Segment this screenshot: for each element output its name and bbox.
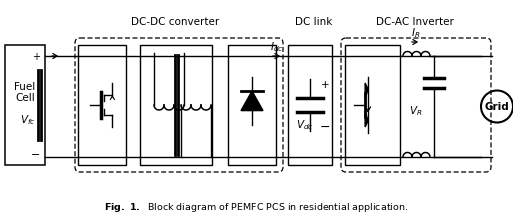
FancyBboxPatch shape (5, 45, 45, 165)
Text: $\mathbf{Fig.\ 1.}$  Block diagram of PEMFC PCS in residential application.: $\mathbf{Fig.\ 1.}$ Block diagram of PEM… (104, 200, 409, 214)
Text: +: + (321, 80, 329, 90)
Text: Cell: Cell (15, 93, 35, 103)
Text: DC-AC Inverter: DC-AC Inverter (376, 17, 454, 27)
Text: +: + (32, 52, 40, 62)
Polygon shape (365, 111, 368, 127)
Text: −: − (31, 150, 41, 160)
Polygon shape (365, 83, 368, 99)
Text: $I_{dc}$: $I_{dc}$ (270, 40, 284, 54)
Circle shape (481, 91, 513, 123)
Text: $V_R$: $V_R$ (409, 105, 423, 118)
Text: $I_R$: $I_R$ (411, 26, 421, 40)
FancyBboxPatch shape (140, 45, 212, 165)
Text: $V_{dc}$: $V_{dc}$ (296, 118, 314, 132)
FancyBboxPatch shape (228, 45, 276, 165)
Text: DC-DC converter: DC-DC converter (131, 17, 219, 27)
Text: $V_{fc}$: $V_{fc}$ (20, 113, 36, 127)
FancyBboxPatch shape (345, 45, 400, 165)
Text: DC link: DC link (295, 17, 333, 27)
FancyBboxPatch shape (288, 45, 332, 165)
FancyBboxPatch shape (78, 45, 126, 165)
Polygon shape (241, 91, 263, 111)
Text: Fuel: Fuel (14, 82, 35, 92)
Text: −: − (320, 121, 330, 133)
Text: Grid: Grid (485, 101, 509, 111)
